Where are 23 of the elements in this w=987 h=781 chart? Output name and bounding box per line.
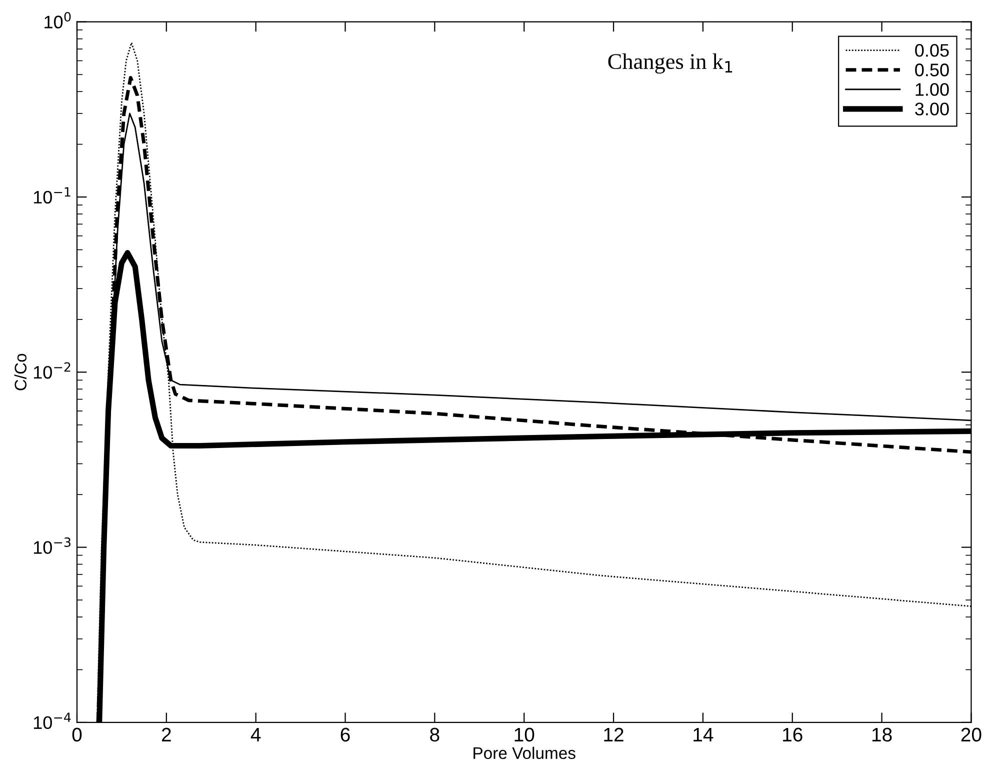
legend-label: 0.05: [915, 44, 949, 57]
y-tick-label: 10$^{−3}$: [34, 537, 70, 554]
x-tick-label: 20: [961, 728, 982, 742]
legend-label: 0.50: [915, 64, 949, 76]
y-tick-label: 10$^{0}$: [44, 12, 71, 28]
annotation: Changes in k$_{1}$: [608, 53, 732, 74]
x-tick-label: 18: [872, 728, 892, 742]
legend-label: 3.00: [915, 102, 949, 116]
y-tick-label: 10$^{−2}$: [34, 362, 70, 379]
legend-label: 1.00: [916, 83, 949, 96]
x-tick-label: 6: [340, 728, 350, 742]
x-tick-label: 12: [604, 728, 624, 742]
x-tick-label: 14: [694, 728, 714, 742]
y-tick-label: 10$^{−4}$: [34, 712, 71, 730]
x-tick-label: 0: [72, 728, 82, 742]
x-tick-label: 4: [250, 728, 261, 742]
y-tick-label: 10$^{−1}$: [34, 187, 70, 204]
x-tick-label: 2: [162, 728, 171, 742]
x-axis-title: Pore Volumes: [474, 746, 576, 760]
x-tick-label: 16: [783, 728, 802, 742]
y-axis-title: C/Co: [14, 354, 27, 390]
x-tick-label: 10: [514, 728, 534, 742]
x-tick-label: 8: [430, 728, 440, 742]
